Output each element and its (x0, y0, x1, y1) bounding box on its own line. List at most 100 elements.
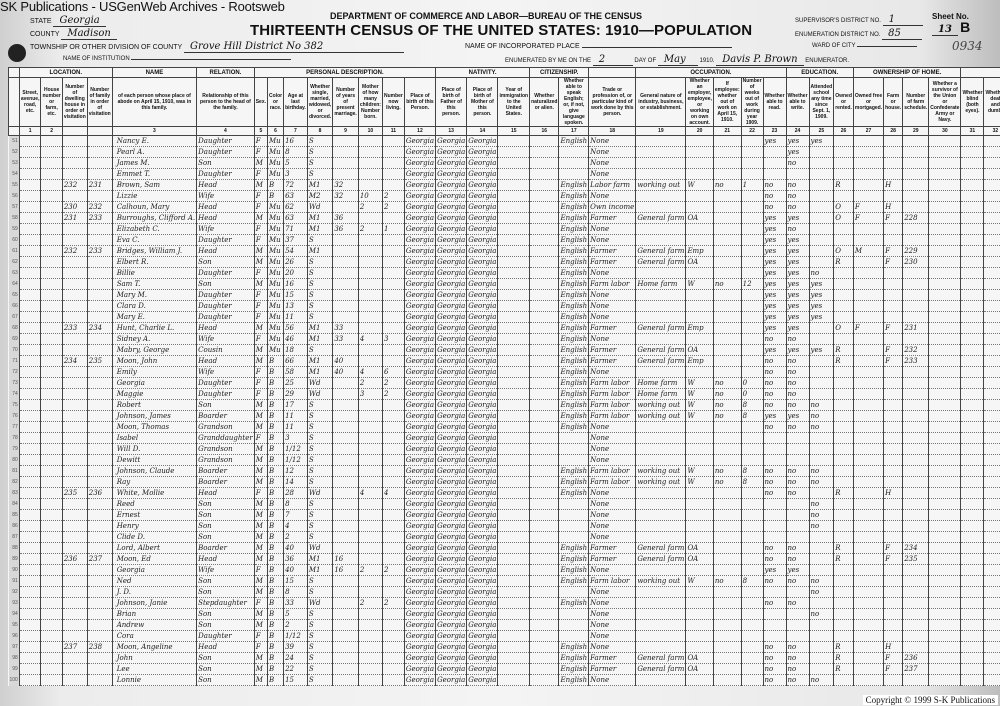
age: 71 (283, 223, 308, 235)
out-of-work: no (712, 575, 742, 587)
can-read: yes (762, 267, 787, 279)
school: no (808, 509, 835, 521)
employment-class (685, 421, 714, 433)
race: Mu (267, 344, 285, 356)
weeks-out-of-work (740, 542, 764, 554)
weeks-out-of-work (740, 366, 764, 378)
years-married (332, 619, 359, 631)
industry (635, 223, 687, 235)
naturalization (529, 179, 560, 191)
weeks-out-of-work (740, 256, 764, 268)
school: yes (808, 278, 835, 290)
sex: F (253, 190, 269, 202)
weeks-out-of-work: 0 (740, 377, 764, 389)
weeks-out-of-work (740, 520, 764, 532)
relation: Son (196, 509, 255, 521)
children-living (381, 278, 405, 290)
birthplace: Georgia (403, 597, 437, 609)
children-living (381, 630, 405, 642)
can-read: yes (762, 410, 787, 422)
employment-class: W (685, 399, 714, 411)
can-write (785, 586, 810, 598)
children-living (381, 619, 405, 631)
weeks-out-of-work: 8 (740, 575, 764, 587)
house-number (40, 157, 63, 169)
can-read (762, 608, 787, 620)
name: Robert (111, 399, 198, 411)
relation: Boarder (196, 542, 255, 554)
can-write: no (785, 179, 810, 191)
race: Mu (267, 234, 285, 246)
father-birthplace: Georgia (435, 652, 468, 664)
veteran (928, 388, 962, 400)
line-number: 66 (8, 300, 20, 312)
street (18, 256, 42, 268)
farm-schedule (902, 388, 930, 400)
dwelling-number (61, 498, 88, 510)
weeks-out-of-work: 0 (740, 388, 764, 400)
column-header: Sex. (253, 77, 269, 127)
veteran (928, 564, 962, 576)
age: 16 (283, 135, 308, 147)
years-married (332, 245, 359, 257)
age: 1/12 (283, 443, 308, 455)
race: B (267, 454, 285, 466)
can-read: yes (762, 223, 787, 235)
father-birthplace: Georgia (435, 564, 468, 576)
owned-rented (833, 300, 854, 312)
mother-birthplace: Georgia (466, 641, 499, 653)
relation: Son (196, 531, 255, 543)
table-row: 89 236 237 Moon, Ed Head M B 36 M1 16 Georgia Georg… (8, 553, 1000, 565)
line-number: 92 (8, 586, 20, 598)
mother-birthplace: Georgia (466, 586, 499, 598)
line-number: 52 (8, 146, 20, 158)
father-birthplace: Georgia (435, 421, 468, 433)
father-birthplace: Georgia (435, 311, 468, 323)
township-label: Township or other division of county (30, 44, 183, 51)
birthplace: Georgia (403, 267, 437, 279)
family-number: 236 (86, 487, 113, 499)
free-mortgaged (852, 674, 885, 686)
street (18, 432, 42, 444)
table-row: 73 Georgia Daughter F B 25 Wd 2 2 Georgia Georgia G… (8, 377, 1000, 389)
street (18, 553, 42, 565)
can-write: no (785, 366, 810, 378)
dwelling-number (61, 674, 88, 686)
relation: Wife (196, 223, 255, 235)
can-write: no (785, 355, 810, 367)
birthplace: Georgia (403, 256, 437, 268)
veteran (928, 432, 962, 444)
children-living: 2 (381, 201, 405, 213)
can-write (785, 630, 810, 642)
column-header: Whether able to write. (785, 77, 810, 127)
column-header: Number now living. (381, 77, 405, 127)
table-row: 77 Moon, Thomas Grandson M B 11 S Georgia Georgi… (8, 421, 1000, 433)
column-number: 27 (852, 126, 885, 136)
relation: Daughter (196, 300, 255, 312)
column-header: Color or race. (267, 77, 285, 127)
street (18, 641, 42, 653)
naturalization (529, 168, 560, 180)
free-mortgaged (852, 267, 885, 279)
column-number: 28 (883, 126, 904, 136)
farm-schedule (902, 432, 930, 444)
naturalization (529, 542, 560, 554)
farm-schedule: 233 (902, 355, 930, 367)
employment-class: W (685, 575, 714, 587)
farm-schedule: 230 (902, 256, 930, 268)
age: 7 (283, 509, 308, 521)
deaf (983, 322, 1000, 334)
out-of-work: no (712, 410, 742, 422)
industry (635, 333, 687, 345)
children-living (381, 663, 405, 675)
out-of-work (712, 146, 742, 158)
school: no (808, 399, 835, 411)
free-mortgaged (852, 146, 885, 158)
street (18, 366, 42, 378)
farm-schedule (902, 674, 930, 686)
column-header: Farm or house. (883, 77, 904, 127)
immigration-year (497, 190, 531, 202)
children-born (357, 421, 383, 433)
children-living (381, 399, 405, 411)
occupation: Farmer (588, 553, 637, 565)
